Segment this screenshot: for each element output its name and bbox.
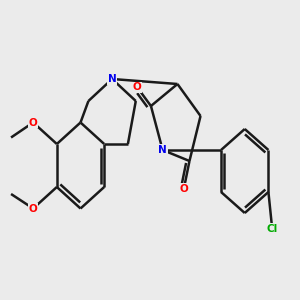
Text: O: O bbox=[29, 203, 38, 214]
Text: N: N bbox=[108, 74, 116, 84]
Text: O: O bbox=[179, 184, 188, 194]
Text: N: N bbox=[158, 145, 167, 155]
Text: O: O bbox=[133, 82, 142, 92]
Text: O: O bbox=[29, 118, 38, 128]
Text: Cl: Cl bbox=[267, 224, 278, 234]
